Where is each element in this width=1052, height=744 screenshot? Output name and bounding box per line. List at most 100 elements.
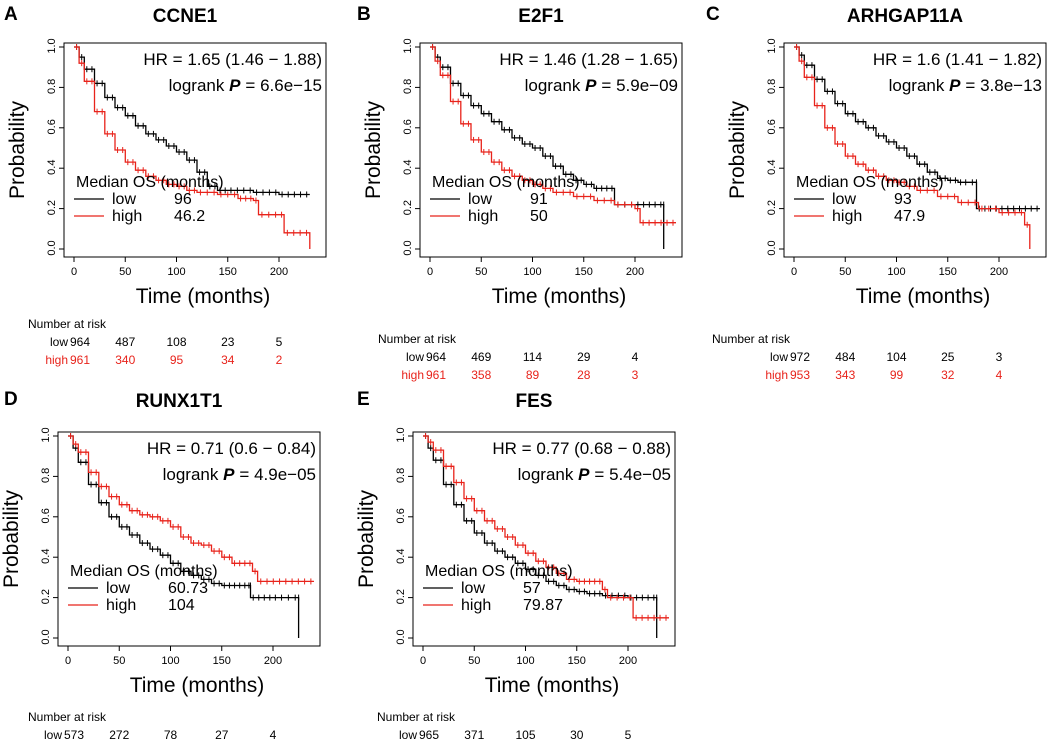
logrank-prefix: logrank: [169, 76, 229, 95]
risk-value-low: 4: [270, 728, 277, 742]
y-tick-label: 1.0: [46, 38, 58, 53]
legend-label-low: low: [832, 191, 856, 208]
y-tick-label: 0.0: [766, 240, 778, 255]
risk-table-header: Number at risk: [378, 332, 457, 346]
legend-median-high: 46.2: [174, 208, 205, 225]
km-curve-high: [68, 435, 314, 583]
x-tick-label: 50: [475, 266, 487, 278]
y-tick-label: 0.8: [46, 79, 58, 94]
x-tick-label: 100: [167, 266, 185, 278]
y-tick-label: 0.8: [766, 79, 778, 94]
p-label: P: [949, 76, 961, 95]
y-tick-label: 1.0: [766, 38, 778, 53]
risk-value-low: 972: [790, 350, 810, 364]
y-tick-label: 0.0: [46, 240, 58, 255]
x-tick-label: 50: [468, 655, 480, 667]
censor-marks-high: [432, 44, 674, 226]
y-tick-label: 0.2: [40, 589, 52, 604]
x-tick-label: 100: [887, 266, 905, 278]
legend-median-high: 79.87: [523, 597, 563, 614]
risk-value-high: 34: [221, 353, 235, 367]
x-tick-label: 50: [113, 655, 125, 667]
chart-title: CCNE1: [153, 6, 218, 27]
x-tick-label: 100: [161, 655, 179, 667]
panel-letter: D: [4, 389, 18, 410]
chart-title: RUNX1T1: [136, 391, 223, 412]
y-axis-label: Probability: [0, 489, 23, 588]
x-tick-label: 0: [420, 655, 426, 667]
risk-value-low: 104: [886, 350, 906, 364]
x-tick-label: 150: [939, 266, 957, 278]
km-panel-b: B E2F1 0.0 0.2 0.4 0.6 0.8 1.0 0 50 100 150 200 Proba…: [357, 4, 683, 382]
y-tick-label: 1.0: [395, 427, 407, 442]
legend-title: Median OS (months): [70, 563, 218, 580]
km-curve-low: [794, 46, 1040, 210]
x-tick-label: 200: [626, 266, 644, 278]
y-tick-label: 0.6: [40, 508, 52, 523]
legend-median-high: 47.9: [894, 208, 925, 225]
plot-frame: [412, 431, 676, 647]
legend-median-low: 57: [523, 580, 541, 597]
legend-label-high: high: [461, 597, 491, 614]
risk-value-low: 5: [625, 728, 632, 742]
y-tick-label: 0.8: [402, 79, 414, 94]
x-tick-label: 150: [213, 655, 231, 667]
risk-value-low: 272: [109, 728, 129, 742]
risk-value-high: 4: [996, 368, 1003, 382]
panel-letter: C: [706, 4, 720, 25]
risk-value-low: 78: [164, 728, 178, 742]
y-tick-label: 0.4: [766, 160, 778, 175]
legend-title: Median OS (months): [432, 174, 580, 191]
legend-median-low: 91: [530, 191, 548, 208]
y-tick-label: 0.0: [40, 629, 52, 644]
p-value: = 4.9e−05: [239, 465, 316, 484]
plot-frame: [783, 42, 1047, 258]
legend-median-high: 50: [530, 208, 548, 225]
risk-value-low: 27: [215, 728, 229, 742]
risk-value-high: 340: [115, 353, 135, 367]
logrank-text: logrank P = 5.9e−09: [525, 76, 678, 95]
p-value: = 5.4e−05: [594, 465, 671, 484]
hazard-ratio-text: HR = 1.46 (1.28 − 1.65): [499, 50, 678, 69]
legend-label-high: high: [106, 597, 136, 614]
legend-title: Median OS (months): [796, 174, 944, 191]
chart-title: FES: [516, 391, 553, 412]
x-tick-label: 50: [119, 266, 131, 278]
legend-label-high: high: [112, 208, 142, 225]
y-tick-label: 0.2: [46, 200, 58, 215]
risk-value-low: 371: [464, 728, 484, 742]
km-curve-low: [430, 46, 665, 249]
risk-table-header: Number at risk: [377, 710, 456, 724]
risk-value-high: 3: [632, 368, 639, 382]
risk-value-low: 469: [471, 350, 491, 364]
logrank-prefix: logrank: [518, 465, 578, 484]
y-tick-label: 1.0: [402, 38, 414, 53]
risk-row-label-high: high: [401, 368, 424, 382]
km-curve-high: [794, 46, 1031, 249]
plot-frame: [57, 431, 321, 647]
legend-label-low: low: [112, 191, 136, 208]
legend-median-low: 96: [174, 191, 192, 208]
legend-label-low: low: [461, 580, 485, 597]
risk-value-high: 358: [471, 368, 491, 382]
x-tick-label: 150: [575, 266, 593, 278]
logrank-text: logrank P = 5.4e−05: [518, 465, 671, 484]
plot-frame: [63, 42, 327, 258]
y-tick-label: 0.6: [766, 119, 778, 134]
risk-value-low: 484: [835, 350, 855, 364]
logrank-text: logrank P = 4.9e−05: [163, 465, 316, 484]
p-label: P: [585, 76, 597, 95]
x-axis-label: Time (months): [136, 285, 271, 308]
censor-marks-high: [76, 44, 308, 236]
km-curve-high: [430, 46, 676, 224]
risk-row-label-low: low: [770, 350, 788, 364]
hazard-ratio-text: HR = 0.71 (0.6 − 0.84): [147, 439, 316, 458]
censor-marks-low: [432, 44, 665, 208]
p-label: P: [578, 465, 590, 484]
x-tick-label: 0: [65, 655, 71, 667]
risk-value-high: 95: [170, 353, 184, 367]
y-axis-label: Probability: [6, 100, 29, 199]
risk-row-label-high: high: [765, 368, 788, 382]
risk-value-low: 3: [996, 350, 1003, 364]
risk-table-header: Number at risk: [28, 317, 107, 331]
